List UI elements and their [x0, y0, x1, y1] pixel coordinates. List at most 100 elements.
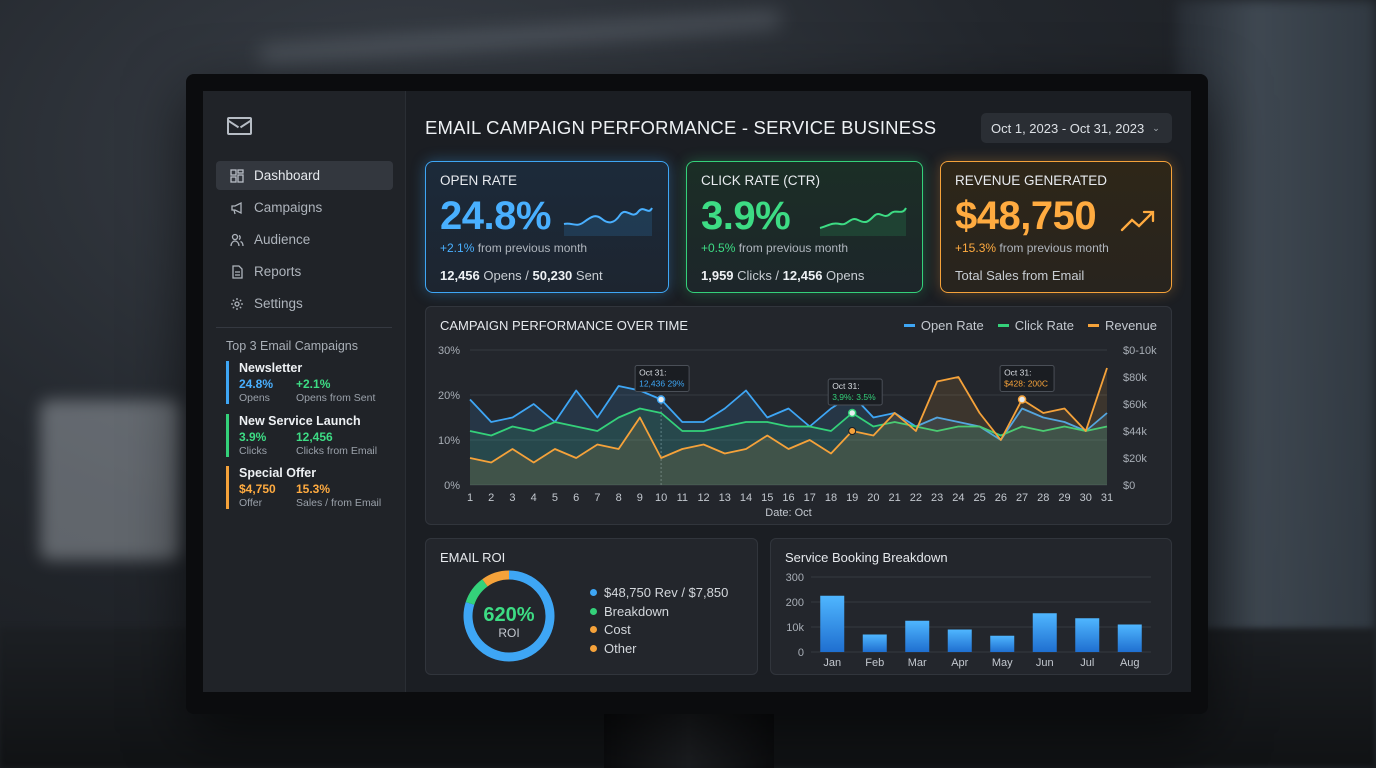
kpi-foot-clicks: 1,959	[701, 268, 734, 283]
y-tick-label-right: $20k	[1123, 453, 1147, 465]
x-tick-label: 14	[740, 492, 752, 504]
y-tick-label-right: $80k	[1123, 372, 1147, 384]
kpi-value: 3.9%	[701, 194, 791, 238]
legend-label: Click Rate	[1014, 318, 1074, 333]
roi-legend-label: $48,750 Rev / $7,850	[604, 585, 729, 600]
legend-item-click-rate[interactable]: Click Rate	[997, 318, 1074, 333]
campaign-metric-2-label: Sales / from Email	[296, 497, 382, 509]
y-tick-label: 0	[798, 647, 804, 659]
chart-title: CAMPAIGN PERFORMANCE OVER TIME	[440, 318, 688, 333]
top-campaigns-title: Top 3 Email Campaigns	[226, 339, 359, 353]
sidebar-item-label: Settings	[254, 296, 303, 311]
tooltip-line-1: Oct 31:	[639, 368, 666, 378]
donut-slice	[465, 579, 488, 605]
sidebar-item-campaigns[interactable]: Campaigns	[216, 193, 393, 222]
roi-title: EMAIL ROI	[440, 550, 506, 565]
kpi-card-open-rate[interactable]: OPEN RATE 24.8% +2.1% from previous mont…	[425, 161, 669, 293]
kpi-card-click-rate[interactable]: CLICK RATE (CTR) 3.9% +0.5% from previou…	[686, 161, 923, 293]
y-tick-label-left: 20%	[438, 390, 460, 402]
roi-legend-item: Breakdown	[590, 604, 728, 619]
tooltip-box	[999, 365, 1055, 392]
legend-label: Revenue	[1104, 318, 1157, 333]
kpi-value: 24.8%	[440, 194, 551, 238]
x-tick-label: Feb	[865, 657, 884, 669]
y-tick-label-right: $44k	[1123, 426, 1147, 438]
monitor: Dashboard Campaigns Audience	[186, 74, 1208, 714]
campaign-card-special-offer[interactable]: Special Offer $4,750 15.3% Offer Sales / f…	[226, 466, 396, 509]
booking-bar-chart[interactable]: 0 10k 200 300 Jan Feb Mar Apr May Jun Jul Aug	[771, 539, 1173, 676]
x-tick-label: Jul	[1080, 657, 1094, 669]
page-title: EMAIL CAMPAIGN PERFORMANCE - SERVICE BUS…	[425, 117, 937, 138]
campaign-name: New Service Launch	[239, 414, 361, 428]
x-tick-label: 16	[782, 492, 794, 504]
series-area	[470, 368, 1107, 485]
kpi-card-revenue[interactable]: REVENUE GENERATED $48,750 +15.3% from pr…	[940, 161, 1172, 293]
data-point-marker	[1017, 395, 1027, 404]
sidebar-item-dashboard[interactable]: Dashboard	[216, 161, 393, 190]
monitor-stand	[604, 712, 774, 768]
donut-slice	[482, 570, 510, 587]
kpi-foot-opens: 12,456	[782, 268, 823, 283]
x-tick-label: 17	[804, 492, 816, 504]
x-tick-label: 22	[910, 492, 922, 504]
campaign-card-new-service-launch[interactable]: New Service Launch 3.9% 12,456 Clicks Clic…	[226, 414, 396, 457]
x-tick-label: 26	[995, 492, 1007, 504]
tooltip-box	[827, 378, 883, 406]
data-point-marker	[847, 408, 857, 418]
legend-label: Open Rate	[920, 318, 984, 333]
campaign-metric-1: 3.9%	[239, 430, 267, 444]
kpi-label: OPEN RATE	[440, 173, 518, 188]
chart-legend: Open Rate Click Rate Revenue	[903, 318, 1157, 333]
x-tick-label: 19	[846, 492, 858, 504]
roi-label: ROI	[498, 626, 519, 640]
kpi-foot-text: Opens	[822, 268, 865, 283]
gear-icon	[230, 297, 244, 311]
campaign-metric-1-label: Opens	[239, 392, 270, 404]
campaign-metric-2-label: Opens from Sent	[296, 392, 376, 404]
donut-slice	[463, 570, 555, 662]
y-tick-label-left: 0%	[444, 480, 460, 492]
kpi-delta-text: from previous month	[996, 241, 1109, 255]
y-tick-label: 10k	[786, 622, 804, 634]
bar	[1117, 624, 1142, 652]
x-tick-label: 12	[697, 492, 709, 504]
series-area	[470, 386, 1107, 485]
sidebar-item-reports[interactable]: Reports	[216, 257, 393, 286]
roi-legend-label: Breakdown	[604, 603, 670, 619]
performance-chart-panel: CAMPAIGN PERFORMANCE OVER TIME Open Rate…	[425, 306, 1172, 525]
x-tick-label: 18	[825, 492, 837, 504]
megaphone-icon	[230, 201, 244, 215]
x-tick-label: 15	[761, 492, 773, 504]
legend-item-revenue[interactable]: Revenue	[1087, 318, 1157, 333]
roi-legend-label: Other	[604, 640, 637, 656]
y-tick-label-left: 30%	[438, 345, 460, 357]
bg-chair	[40, 400, 180, 560]
kpi-foot-text: Sent	[572, 268, 603, 283]
mail-icon[interactable]	[227, 117, 252, 135]
campaign-metric-2: 12,456	[296, 430, 333, 444]
roi-legend-label: Cost	[604, 622, 631, 637]
sidebar-item-audience[interactable]: Audience	[216, 225, 393, 254]
open-rate-sparkline	[563, 207, 653, 236]
campaign-metric-1: $4,750	[239, 482, 276, 496]
x-tick-label: 11	[677, 492, 688, 504]
x-tick-label: Jan	[823, 657, 841, 669]
x-tick-label: Mar	[908, 657, 927, 669]
roi-donut-chart[interactable]: 620%ROI	[454, 561, 564, 671]
y-tick-label-right: $0-10k	[1123, 345, 1157, 357]
campaign-metric-1: 24.8%	[239, 377, 274, 391]
legend-item-open-rate[interactable]: Open Rate	[903, 318, 984, 333]
date-range-picker[interactable]: Oct 1, 2023 - Oct 31, 2023 ⌄	[981, 113, 1172, 143]
campaign-card-newsletter[interactable]: Newsletter 24.8% +2.1% Opens Opens from Se…	[226, 361, 396, 404]
x-tick-label: 23	[931, 492, 943, 504]
kpi-value: $48,750	[955, 194, 1097, 238]
document-icon	[230, 264, 244, 279]
tooltip-line-2: 12,436 29%	[639, 379, 685, 389]
x-tick-label: 13	[719, 492, 731, 504]
x-tick-label: 3	[509, 492, 515, 504]
x-axis-label: Date: Oct	[765, 507, 811, 519]
roi-legend: $48,750 Rev / $7,850 Breakdown Cost Othe…	[590, 585, 728, 659]
sidebar-item-settings[interactable]: Settings	[216, 289, 393, 318]
x-tick-label: 30	[1080, 492, 1092, 504]
